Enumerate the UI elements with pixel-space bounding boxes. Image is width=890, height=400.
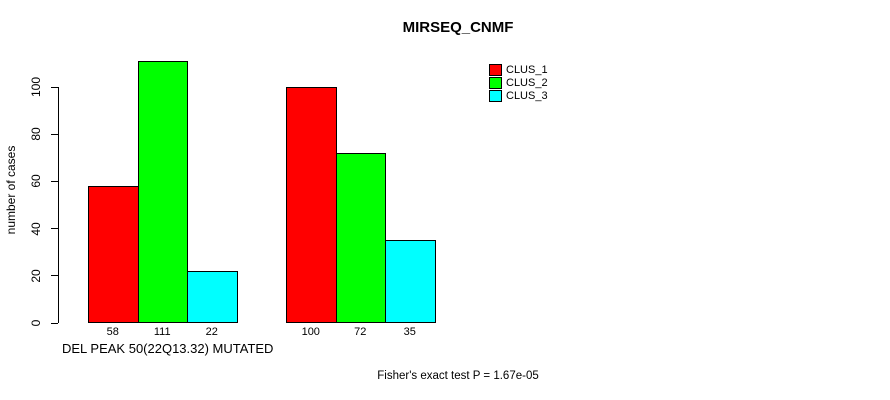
bar-value-label: 72 [354,326,367,338]
legend-label: CLUS_2 [506,77,548,89]
legend-swatch-clus_2 [489,77,502,89]
legend-item-clus_1: CLUS_1 [489,64,548,76]
legend-label: CLUS_1 [506,64,548,76]
bar-value-label: 22 [205,326,218,338]
y-axis-tick-label: 100 [29,76,43,98]
legend-swatch-clus_3 [489,90,502,102]
bar-clus_3-group1 [187,271,238,323]
y-axis-tick-label: 0 [29,319,43,327]
bar-value-label: 58 [106,326,119,338]
y-axis-title: number of cases [4,145,18,235]
legend-label: CLUS_3 [506,90,548,102]
y-axis-tick-label: 40 [29,221,43,236]
y-axis-tick [51,275,58,277]
y-axis-tick [51,86,58,88]
y-axis-tick [51,133,58,135]
x-axis-label: DEL PEAK 50(22Q13.32) MUTATED [62,341,274,356]
bar-clus_2-group2 [335,153,386,323]
legend-item-clus_2: CLUS_2 [489,77,548,89]
bar-clus_2-group1 [137,61,188,323]
bar-value-label: 35 [403,326,416,338]
bar-value-label: 111 [153,326,171,338]
bar-value-label: 100 [301,326,320,338]
chart-title: MIRSEQ_CNMF [402,19,514,36]
y-axis-tick-label: 60 [29,174,43,189]
legend-swatch-clus_1 [489,64,502,76]
bar-clus_3-group2 [385,240,436,323]
y-axis-tick-label: 80 [29,127,43,141]
bar-clus_1-group1 [88,186,139,323]
y-axis-tick [51,180,58,182]
y-axis-line [58,87,59,323]
y-axis-tick [51,228,58,230]
stat-annotation: Fisher's exact test P = 1.67e-05 [377,370,539,382]
y-axis-tick-label: 20 [29,269,43,283]
bar-clus_1-group2 [286,87,337,323]
y-axis-tick [51,322,58,324]
legend-item-clus_3: CLUS_3 [489,90,548,102]
